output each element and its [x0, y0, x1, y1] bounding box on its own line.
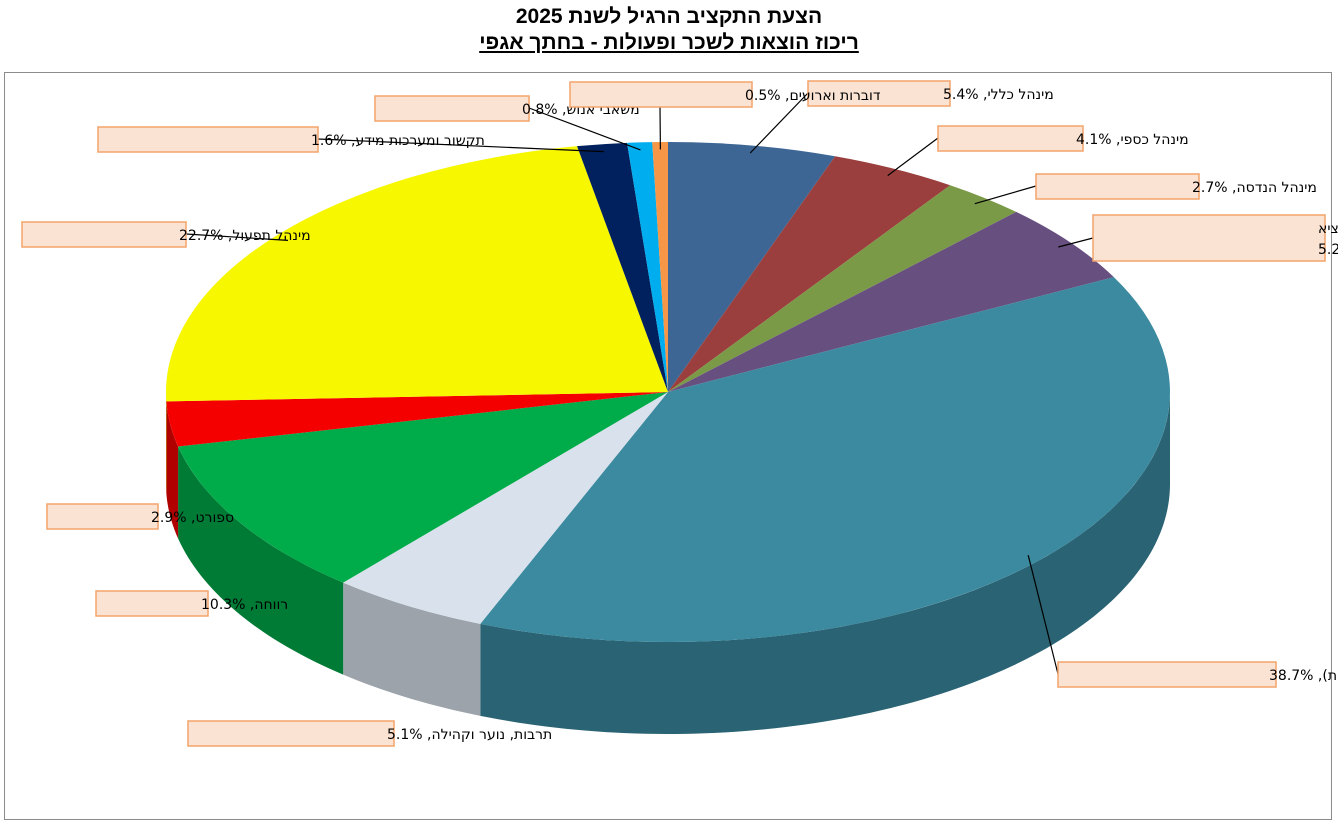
- data-label-text: כללי, הקצבות, פנסיה (להוציא: [1318, 221, 1338, 237]
- chart-frame: [4, 72, 1332, 820]
- data-label-box: [21, 221, 187, 248]
- data-label-2: מינהל הנדסה, 2.7%: [1035, 173, 1317, 200]
- data-label-box: [95, 590, 209, 617]
- pie-slice-11: [652, 141, 668, 392]
- pie-slice-9: [577, 142, 668, 392]
- data-label-box: [807, 80, 951, 107]
- data-label-text: ספורט, 2.9%: [151, 510, 234, 526]
- data-label-0: מינהל כללי, 5.4%: [807, 80, 1054, 107]
- data-label-box: [937, 125, 1084, 152]
- data-label-text: תרבות, נוער וקהילה, 5.1%: [387, 727, 552, 743]
- data-label-6: רווחה, 10.3%: [95, 590, 288, 617]
- data-label-text: מינהל הנדסה, 2.7%: [1192, 180, 1317, 196]
- data-label-box: [187, 720, 395, 747]
- pie-tops-layer: [166, 141, 1170, 642]
- data-label-text: מינהל כללי, 5.4%: [943, 87, 1054, 103]
- leader-line-1: [887, 137, 939, 177]
- pie-side-slice-4: [480, 392, 1170, 734]
- pie-slice-8: [166, 146, 668, 402]
- data-label-text: מינהל כספי, 4.1%: [1076, 132, 1189, 148]
- pie-slice-10: [627, 142, 668, 392]
- data-label-1: מינהל כספי, 4.1%: [937, 125, 1189, 152]
- data-label-8: מינהל תפעול, 22.7%: [21, 221, 311, 248]
- chart-title: הצעת התקציב הרגיל לשנת 2025: [515, 5, 823, 28]
- data-label-box: [1057, 661, 1277, 688]
- data-label-box: [569, 81, 753, 108]
- pie-slice-0: [668, 142, 836, 392]
- data-label-text: חינוך ורווחה) ושונות, 5.2%: [1318, 242, 1338, 258]
- pie-slice-2: [668, 185, 1017, 392]
- leader-line-9: [317, 138, 604, 153]
- pie-slice-4: [480, 277, 1170, 642]
- pie-slice-3: [668, 211, 1114, 392]
- leader-line-3: [1058, 237, 1094, 248]
- leader-line-2: [974, 185, 1037, 205]
- data-label-11: דוברות וארועים, 0.5%: [569, 81, 881, 108]
- data-label-9: תקשוב ומערכות מידע, 1.6%: [97, 126, 485, 153]
- data-label-box: [374, 95, 530, 122]
- data-label-box: [46, 503, 159, 530]
- data-label-text: דוברות וארועים, 0.5%: [745, 88, 881, 104]
- data-label-3: כללי, הקצבות, פנסיה (להוציא חינוך ורווחה)…: [1092, 214, 1338, 262]
- pie-side-slice-7: [166, 401, 179, 539]
- leader-line-10: [528, 107, 641, 151]
- data-label-10: משאבי אנוש, 0.8%: [374, 95, 640, 122]
- data-label-text: חינוך (כולל בריאות), 38.7%: [1269, 668, 1338, 684]
- leader-line-0: [749, 92, 809, 154]
- data-label-box: [97, 126, 319, 153]
- data-labels-layer: מינהל כללי, 5.4% מינהל כספי, 4.1% מינהל הנ…: [21, 80, 1338, 747]
- pie-slice-5: [343, 392, 668, 624]
- data-label-5: תרבות, נוער וקהילה, 5.1%: [187, 720, 552, 747]
- leader-lines-layer: [185, 92, 1094, 675]
- data-label-box: [1092, 214, 1326, 262]
- data-label-box: [1035, 173, 1200, 200]
- chart-title-block: הצעת התקציב הרגיל לשנת 2025 ריכוז הוצאות…: [0, 4, 1338, 56]
- leader-line-8: [185, 233, 289, 241]
- data-label-text: תקשוב ומערכות מידע, 1.6%: [311, 133, 485, 149]
- pie-side-slice-5: [343, 582, 481, 716]
- pie-sides-layer: [166, 392, 1170, 734]
- leader-line-4: [1027, 555, 1059, 675]
- pie-slice-1: [668, 156, 951, 392]
- data-label-text: מינהל תפעול, 22.7%: [179, 228, 311, 244]
- chart-subtitle: ריכוז הוצאות לשכר ופעולות - בחתך אגפי: [479, 31, 859, 54]
- data-label-4: חינוך (כולל בריאות), 38.7%: [1057, 661, 1338, 688]
- data-label-text: רווחה, 10.3%: [201, 597, 288, 613]
- pie-slice-6: [178, 392, 668, 583]
- pie-slice-7: [166, 392, 669, 447]
- pie-side-slice-6: [178, 446, 344, 675]
- data-label-7: ספורט, 2.9%: [46, 503, 234, 530]
